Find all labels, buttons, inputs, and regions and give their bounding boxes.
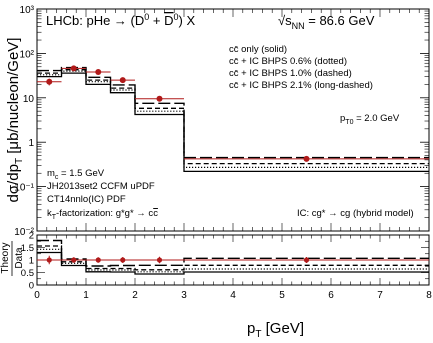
ratio-y-tick-label: 0.5 xyxy=(21,268,34,279)
x-tick-label: 0 xyxy=(34,290,40,301)
pt0-label: pT0 = 2.0 GeV xyxy=(340,113,400,126)
ratio-y-tick-label: 1 xyxy=(29,256,34,267)
data-point xyxy=(95,69,102,76)
upper-axis-ticks: 10⁻² 10⁻¹ 1 10 10² 10³ xyxy=(14,5,429,238)
ratio-y-tick-label: 1.5 xyxy=(21,243,34,254)
data-point xyxy=(303,155,310,162)
ratio-data-point xyxy=(120,257,126,263)
data-point xyxy=(46,78,53,85)
lower-theory-series xyxy=(37,239,429,275)
x-tick-label: 5 xyxy=(279,290,285,301)
pdf-note: CT14nnlo(IC) PDF xyxy=(47,194,126,205)
data-point xyxy=(156,95,163,102)
y-tick-label: 10⁻² xyxy=(14,227,34,238)
data-point xyxy=(70,65,77,72)
ratio-numerator: Theory xyxy=(0,242,11,273)
x-axis-title: pT [GeV] xyxy=(247,320,304,340)
ic-note: IC: cg* → cg (hybrid model) xyxy=(297,208,414,219)
ratio-denominator: Data xyxy=(14,247,25,269)
ratio-y-label: Theory Data xyxy=(0,241,25,276)
y-tick-label: 10⁻¹ xyxy=(14,183,34,194)
legend-entry: cc̄ + IC BHPS 2.1% (long-dashed) xyxy=(229,80,373,91)
ratio-line-long-dashed xyxy=(37,239,429,267)
x-tick-label: 7 xyxy=(377,290,383,301)
legend-entry: cc̄ only (solid) xyxy=(229,44,287,55)
energy-label: √sNN = 86.6 GeV xyxy=(278,13,375,31)
x-tick-label: 1 xyxy=(83,290,89,301)
model-notes: mc = 1.5 GeV JH2013set2 CCFM uPDF CT14nn… xyxy=(47,168,414,221)
legend: cc̄ only (solid) cc̄ + IC BHPS 0.6% (dot… xyxy=(229,44,373,91)
x-tick-labels: 0 1 2 3 4 5 6 7 8 xyxy=(34,290,432,301)
lower-data-points xyxy=(37,255,429,265)
experiment-label: LHCb: pHe → (D0 + D0) X xyxy=(46,12,195,28)
y-axis-title: dσ/dpT [μb/nucleon/GeV] xyxy=(5,38,25,203)
ratio-data-point xyxy=(156,257,163,263)
x-tick-label: 8 xyxy=(426,290,432,301)
x-tick-label: 4 xyxy=(230,290,236,301)
lower-axis-ticks: 0 0.51 1.52 xyxy=(21,231,429,292)
x-tick-label: 3 xyxy=(181,290,187,301)
legend-entry: cc̄ + IC BHPS 1.0% (dashed) xyxy=(229,68,352,79)
y-tick-label: 10³ xyxy=(20,5,35,16)
ratio-y-tick-label: 2 xyxy=(29,231,34,242)
ratio-y-tick-label: 0 xyxy=(29,281,34,292)
ratio-data-point xyxy=(303,257,310,263)
y-tick-label: 10² xyxy=(20,49,35,60)
kt-note: kT-factorization: g*g* → cc xyxy=(47,208,158,221)
legend-entry: cc̄ + IC BHPS 0.6% (dotted) xyxy=(229,56,347,67)
updf-note: JH2013set2 CCFM uPDF xyxy=(47,181,155,192)
y-tick-label: 10 xyxy=(23,94,35,105)
x-tick-label: 2 xyxy=(132,290,138,301)
ratio-data-point xyxy=(95,257,101,263)
upper-panel: 10⁻² 10⁻¹ 1 10 10² 10³ dσ/dpT [μb/nucleon/GeV… xyxy=(5,5,430,238)
mc-note: mc = 1.5 GeV xyxy=(47,168,105,181)
upper-data-points xyxy=(37,65,429,162)
ratio-data-point xyxy=(46,257,52,263)
data-point xyxy=(119,77,126,84)
ratio-data-point xyxy=(71,257,77,263)
ratio-line-solid xyxy=(37,251,429,275)
lower-panel: 0 0.51 1.52 Theory Data xyxy=(0,231,430,292)
y-tick-label: 1 xyxy=(28,138,34,149)
x-tick-label: 6 xyxy=(328,290,334,301)
